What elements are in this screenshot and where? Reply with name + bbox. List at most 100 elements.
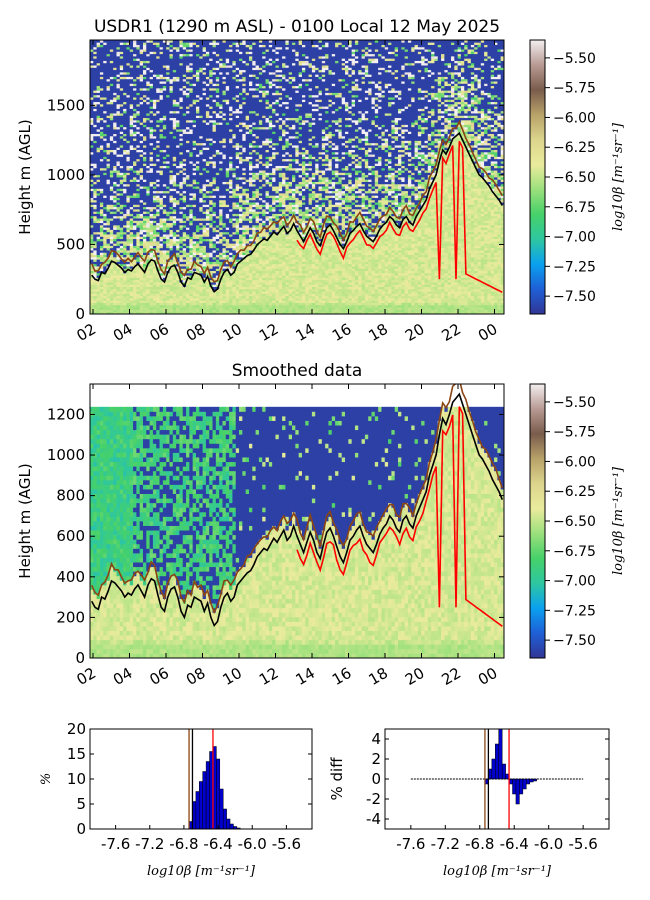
heatmap-cell [186,243,190,246]
heatmap-cell [222,206,227,210]
heatmap-cell [146,156,151,160]
heatmap-cell [149,243,154,246]
heatmap-cell [195,85,200,89]
heatmap-cell [146,302,151,306]
heatmap-cell [126,145,131,148]
heatmap-cell [106,113,111,116]
heatmap-cell [96,44,101,48]
heatmap-cell [172,124,177,128]
heatmap-cell [113,245,117,249]
heatmap-cell [225,295,230,299]
heatmap-cell [159,85,164,89]
heatmap-cell [109,124,114,128]
heatmap-cell [113,40,117,43]
heatmap-cell [126,247,131,251]
heatmap-cell [113,170,117,173]
heatmap-cell [133,138,137,141]
heatmap-cell [96,85,101,89]
heatmap-cell [176,300,180,303]
heatmap-cell [96,302,101,306]
heatmap-cell [182,295,187,299]
heatmap-cell [212,284,217,287]
heatmap-cell [106,300,111,303]
heatmap-cell [136,90,141,93]
heatmap-cell [192,300,197,303]
heatmap-cell [119,213,124,217]
heatmap-cell [192,188,197,192]
heatmap-cell [119,259,124,262]
heatmap-cell [199,44,204,48]
heatmap-cell [149,42,154,45]
heatmap-cell [119,65,124,68]
heatmap-cell [103,154,107,157]
heatmap-cell [195,259,200,262]
heatmap-cell [109,55,114,59]
heatmap-cell [133,259,137,262]
heatmap-cell [209,259,213,262]
heatmap-cell [119,106,124,109]
heatmap-cell [212,181,217,185]
heatmap-cell [166,156,170,160]
heatmap-cell [215,69,220,73]
heatmap-cell [192,190,197,194]
heatmap-cell [136,140,141,144]
heatmap-cell [195,183,200,187]
heatmap-cell [119,94,124,98]
heatmap-cell [205,76,210,80]
heatmap-cell [113,286,117,290]
heatmap-cell [209,142,213,146]
heatmap-cell [103,71,107,75]
heatmap-cell [162,266,167,269]
heatmap-cell [156,85,160,89]
heatmap-cell [195,106,200,109]
heatmap-cell [205,243,210,246]
heatmap-cell [172,140,177,144]
heatmap-cell [136,42,141,45]
heatmap-cell [136,55,141,59]
heatmap-cell [189,149,194,153]
heatmap-cell [142,291,147,294]
heatmap-cell [90,272,94,276]
heatmap-cell [189,133,194,137]
heatmap-cell [90,206,94,210]
heatmap-cell [133,197,137,201]
heatmap-cell [219,147,223,150]
heatmap-cell [169,147,174,150]
heatmap-cell [159,110,164,114]
heatmap-cell [199,259,204,262]
heatmap-cell [149,263,154,267]
heatmap-cell [109,170,114,173]
heatmap-cell [179,58,184,61]
heatmap-cell [142,204,147,208]
heatmap-cell [222,250,227,253]
heatmap-cell [189,291,194,294]
heatmap-cell [176,140,180,144]
heatmap-cell [149,174,154,178]
heatmap-cell [225,218,230,221]
heatmap-cell [179,259,184,262]
heatmap-cell [136,69,141,73]
heatmap-cell [219,60,223,64]
heatmap-cell [212,172,217,176]
heatmap-cell [109,106,114,109]
heatmap-cell [109,293,114,297]
heatmap-cell [179,298,184,301]
heatmap-cell [179,304,184,308]
heatmap-cell [219,250,223,253]
heatmap-cell [129,270,134,274]
heatmap-cell [156,256,160,260]
heatmap-cell [209,215,213,219]
heatmap-cell [142,71,147,75]
heatmap-cell [166,122,170,125]
heatmap-cell [156,99,160,103]
heatmap-cell [205,240,210,244]
heatmap-cell [133,167,137,171]
heatmap-cell [146,40,151,43]
heatmap-cell [176,291,180,294]
heatmap-cell [159,202,164,205]
heatmap-cell [109,282,114,285]
heatmap-cell [172,62,177,66]
heatmap-cell [109,272,114,276]
heatmap-cell [106,190,111,194]
heatmap-cell [182,186,187,189]
